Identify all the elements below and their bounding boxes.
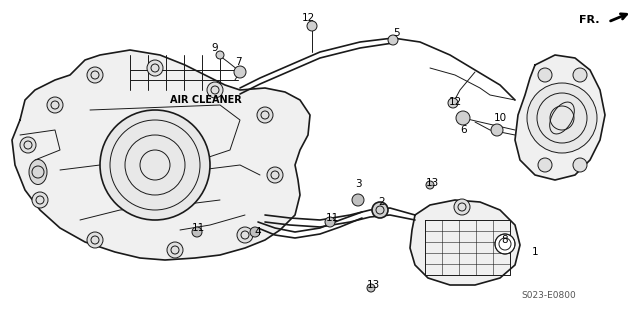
Circle shape [216, 51, 224, 59]
Circle shape [573, 68, 587, 82]
Polygon shape [12, 50, 310, 260]
Circle shape [87, 67, 103, 83]
Text: 8: 8 [502, 235, 508, 245]
Text: 7: 7 [235, 57, 241, 67]
Text: S023-E0800: S023-E0800 [521, 291, 576, 300]
Text: 9: 9 [212, 43, 218, 53]
Text: 6: 6 [461, 125, 467, 135]
Circle shape [307, 21, 317, 31]
Text: 12: 12 [449, 97, 461, 107]
Circle shape [207, 82, 223, 98]
Text: FR.: FR. [579, 15, 600, 25]
Circle shape [192, 227, 202, 237]
Circle shape [257, 107, 273, 123]
Text: 13: 13 [426, 178, 438, 188]
Circle shape [527, 83, 597, 153]
Circle shape [234, 66, 246, 78]
Circle shape [456, 111, 470, 125]
Circle shape [20, 137, 36, 153]
Circle shape [167, 242, 183, 258]
Text: 10: 10 [493, 113, 507, 123]
Text: 3: 3 [355, 179, 362, 189]
Circle shape [100, 110, 210, 220]
Circle shape [372, 202, 388, 218]
Circle shape [147, 60, 163, 76]
Text: 13: 13 [366, 280, 380, 290]
Circle shape [538, 68, 552, 82]
Circle shape [388, 35, 398, 45]
Text: AIR CLEANER: AIR CLEANER [170, 95, 242, 105]
Polygon shape [410, 200, 520, 285]
Circle shape [538, 158, 552, 172]
Circle shape [573, 158, 587, 172]
Text: 5: 5 [393, 28, 399, 38]
Circle shape [495, 234, 515, 254]
Circle shape [237, 227, 253, 243]
Ellipse shape [29, 160, 47, 184]
Text: 1: 1 [532, 247, 538, 257]
Text: 11: 11 [191, 223, 205, 233]
Circle shape [367, 284, 375, 292]
Circle shape [448, 98, 458, 108]
Circle shape [325, 217, 335, 227]
Circle shape [250, 227, 260, 237]
Circle shape [267, 167, 283, 183]
Circle shape [426, 181, 434, 189]
Text: 2: 2 [379, 197, 385, 207]
Circle shape [87, 232, 103, 248]
Circle shape [352, 194, 364, 206]
Text: 11: 11 [325, 213, 339, 223]
Polygon shape [515, 55, 605, 180]
Circle shape [491, 124, 503, 136]
Circle shape [32, 192, 48, 208]
Circle shape [454, 199, 470, 215]
Circle shape [47, 97, 63, 113]
Text: 12: 12 [301, 13, 315, 23]
Text: 4: 4 [255, 227, 261, 237]
